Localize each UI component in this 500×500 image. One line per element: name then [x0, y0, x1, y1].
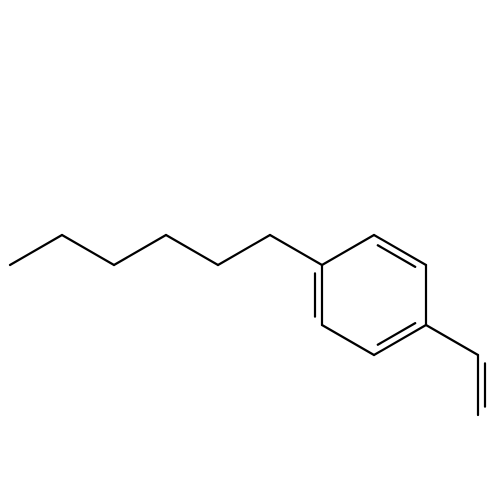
bond-line: [166, 235, 218, 265]
bond-line: [322, 235, 374, 265]
bond-line: [426, 325, 478, 355]
bond-line: [374, 325, 426, 355]
bond-line: [218, 235, 270, 265]
molecule-diagram: [0, 0, 500, 500]
bond-line: [270, 235, 322, 265]
bond-line: [374, 235, 426, 265]
bond-line: [10, 235, 62, 265]
bond-line: [62, 235, 114, 265]
bond-line: [114, 235, 166, 265]
bond-line: [322, 325, 374, 355]
bonds-layer: [10, 235, 485, 415]
